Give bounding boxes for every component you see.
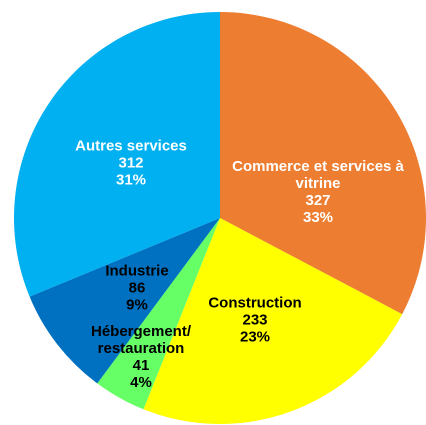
percent-label: 33% — [302, 209, 334, 226]
pie-slice — [29, 218, 220, 384]
category-label: Construction — [208, 294, 302, 312]
value-label: 41 — [132, 357, 150, 374]
category-label: Hébergement/ restauration — [90, 323, 192, 357]
pie-slice — [220, 12, 426, 315]
pie-slice — [13, 12, 221, 297]
percent-label: 31% — [115, 171, 147, 189]
percent-label: 9% — [126, 296, 148, 314]
category-label: Autres services — [75, 137, 187, 155]
slice-label: Hébergement/ restauration 41 4% — [76, 323, 206, 391]
slice-label: Commerce et services à vitrine 327 33% — [218, 158, 418, 226]
slice-label: Industrie 86 9% — [87, 263, 187, 314]
value-label: 312 — [118, 154, 144, 172]
category-label: Industrie — [105, 262, 169, 280]
category-label: Commerce et services à vitrine — [232, 158, 404, 192]
percent-label: 4% — [130, 374, 152, 391]
pie-slice — [97, 218, 220, 410]
value-label: 327 — [305, 192, 331, 209]
slice-label: Autres services 312 31% — [56, 138, 206, 189]
pie-slice — [143, 218, 403, 424]
slice-label: Construction 233 23% — [190, 295, 320, 346]
percent-label: 23% — [239, 328, 271, 346]
value-label: 86 — [128, 279, 146, 297]
value-label: 233 — [242, 311, 268, 329]
